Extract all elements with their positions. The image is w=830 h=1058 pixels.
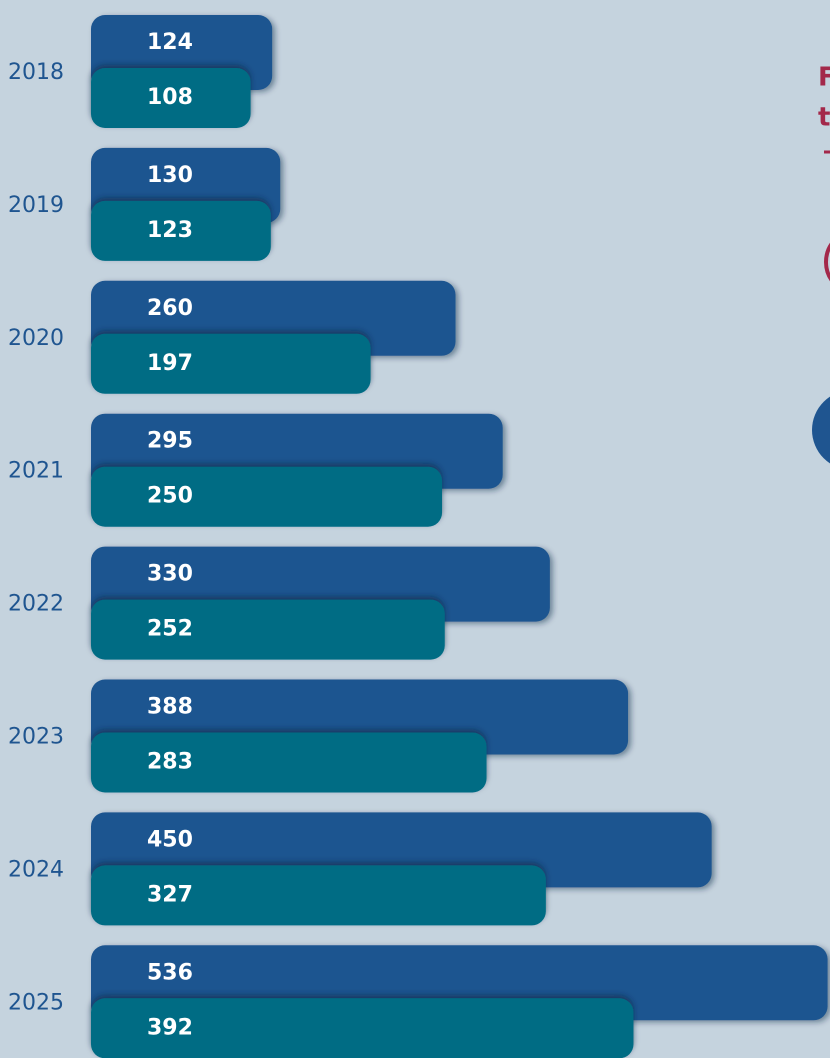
bar	[91, 865, 546, 926]
bar	[91, 466, 443, 527]
data-label: 250	[147, 484, 193, 509]
y-tick-label: 2018	[8, 60, 64, 85]
data-label: 295	[147, 429, 193, 454]
y-tick-label: 2022	[8, 592, 64, 617]
side-decoration: F t	[812, 63, 830, 464]
bar	[91, 599, 445, 660]
bar	[91, 68, 251, 128]
data-label: 130	[147, 163, 193, 188]
y-tick-label: 2025	[8, 990, 64, 1015]
bar	[91, 200, 271, 261]
bars: 2018 124 108 2019 130 123 2020 260 197 2021 295 250…	[8, 15, 828, 1058]
icon-circle	[812, 396, 830, 464]
data-label: 124	[147, 30, 193, 55]
bar	[91, 732, 487, 793]
data-label: 260	[147, 296, 193, 321]
data-label: 392	[147, 1015, 193, 1040]
data-label: 330	[147, 562, 193, 587]
annotation: t	[818, 103, 830, 133]
y-tick-label: 2023	[8, 725, 64, 750]
bar	[91, 998, 634, 1058]
data-label: 450	[147, 827, 193, 852]
y-tick-label: 2019	[8, 193, 64, 218]
y-tick-label: 2024	[8, 857, 64, 882]
data-label: 197	[147, 351, 193, 376]
bar	[91, 333, 371, 394]
icon-ring	[824, 242, 830, 282]
annotation: F	[818, 63, 830, 93]
data-label: 388	[147, 695, 193, 720]
y-tick-label: 2021	[8, 459, 64, 484]
data-label: 123	[147, 218, 193, 243]
data-label: 283	[147, 750, 193, 775]
data-label: 536	[147, 960, 193, 985]
data-label: 327	[147, 882, 193, 907]
y-tick-label: 2020	[8, 326, 64, 351]
data-label: 252	[147, 617, 193, 642]
data-label: 108	[147, 85, 193, 110]
